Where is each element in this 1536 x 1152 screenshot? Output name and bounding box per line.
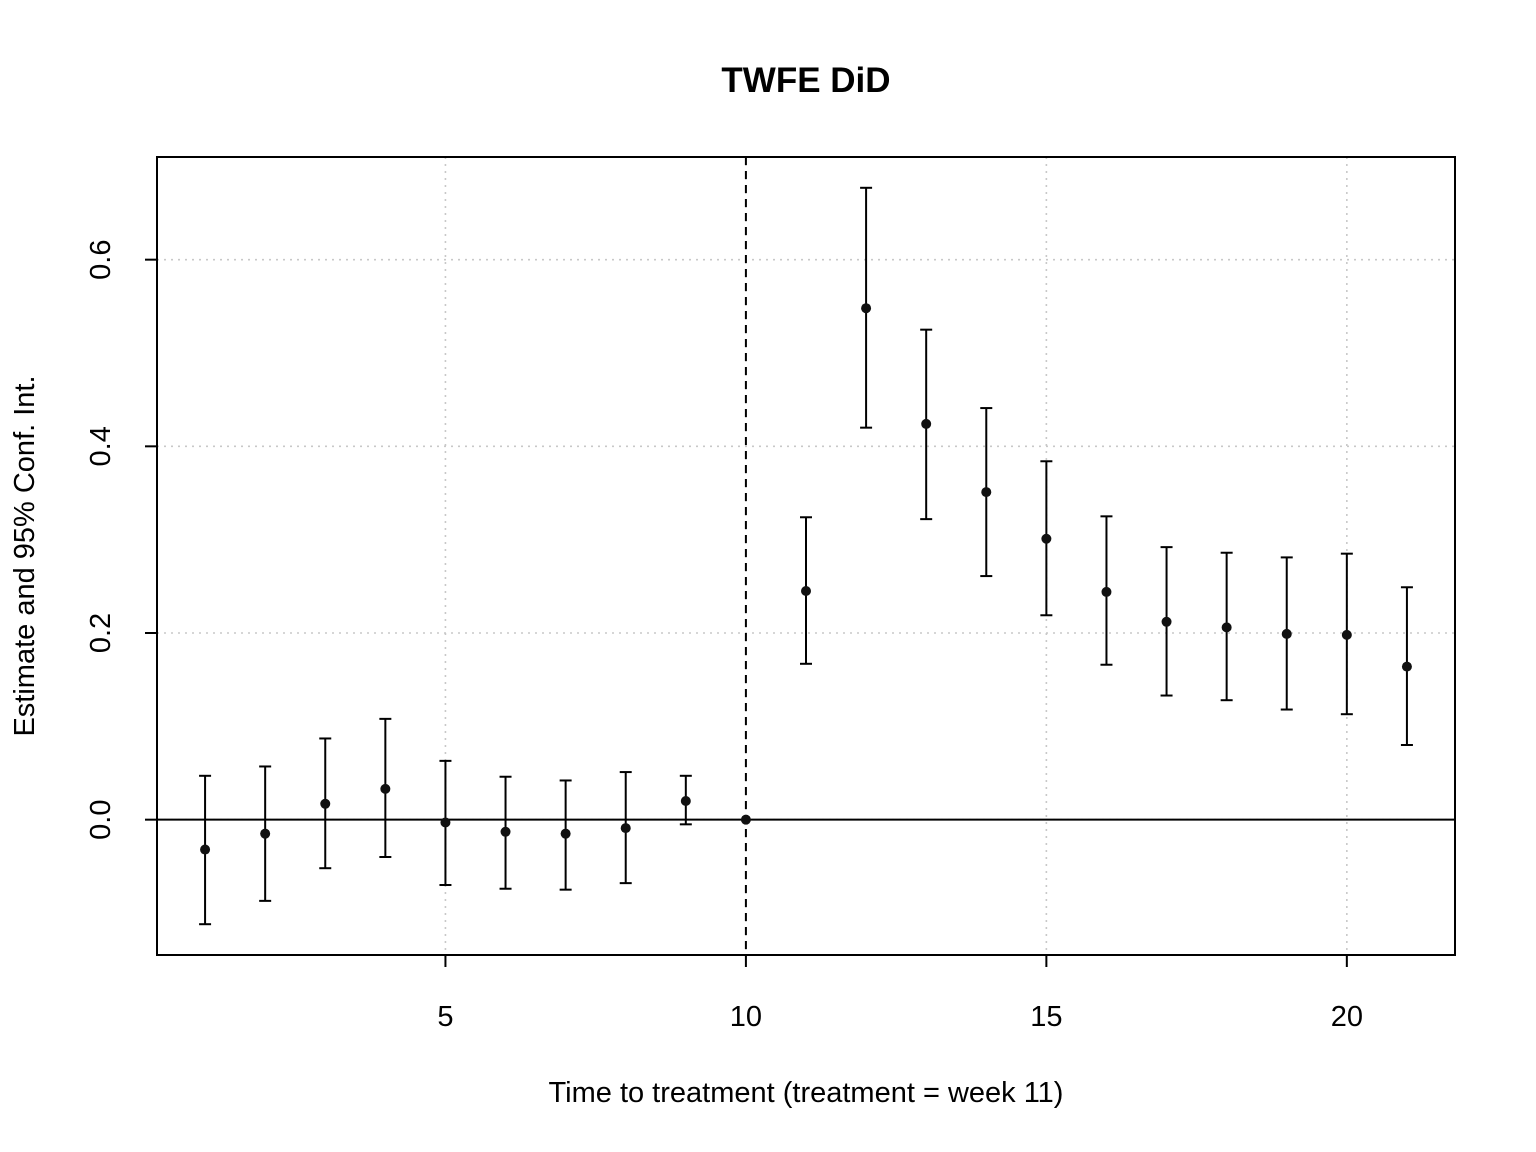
estimate-point <box>1221 622 1232 633</box>
y-axis-label: Estimate and 95% Conf. Int. <box>9 375 41 736</box>
x-axis-label: Time to treatment (treatment = week 11) <box>549 1077 1064 1109</box>
axes: 5 10 15 20 0.0 0.2 0.4 0.6 <box>85 240 1363 1033</box>
estimate-point <box>560 828 571 839</box>
y-tick-label: 0.4 <box>85 426 117 466</box>
data-series <box>199 186 1413 926</box>
estimate-point <box>801 586 811 596</box>
estimate-point <box>1401 661 1412 672</box>
x-tick-label: 10 <box>730 1001 762 1033</box>
estimate-point <box>440 817 451 828</box>
estimate-point <box>861 303 872 314</box>
chart-title: TWFE DiD <box>721 61 890 100</box>
estimate-point <box>921 418 932 429</box>
estimate-point <box>1341 629 1352 640</box>
x-tick-label: 5 <box>437 1001 453 1033</box>
y-tick-label: 0.6 <box>85 240 117 280</box>
plot-frame <box>156 156 1456 956</box>
estimate-point <box>500 826 511 837</box>
estimate-point <box>200 844 211 855</box>
estimate-point <box>620 823 631 834</box>
estimate-point <box>380 783 391 794</box>
x-tick-label: 20 <box>1331 1001 1363 1033</box>
estimate-point <box>981 487 992 498</box>
estimate-point <box>1281 628 1292 639</box>
y-tick-label: 0.0 <box>85 800 117 840</box>
estimate-point <box>1161 616 1172 627</box>
y-tick-label: 0.2 <box>85 613 117 653</box>
estimate-point <box>1101 586 1112 597</box>
estimate-point <box>740 814 751 825</box>
estimate-point <box>320 798 331 809</box>
x-tick-label: 15 <box>1030 1001 1062 1033</box>
estimate-point <box>680 796 691 806</box>
estimate-point <box>260 828 271 839</box>
estimate-point <box>1041 533 1052 544</box>
